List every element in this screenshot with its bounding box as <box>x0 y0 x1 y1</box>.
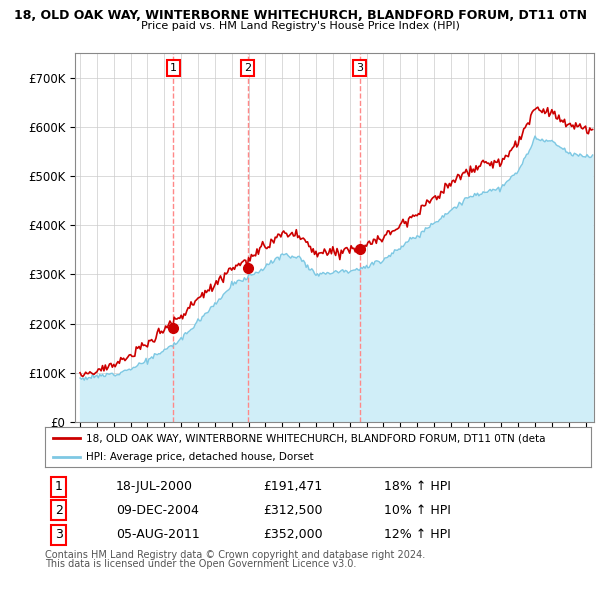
Text: £191,471: £191,471 <box>263 480 323 493</box>
Text: HPI: Average price, detached house, Dorset: HPI: Average price, detached house, Dors… <box>86 453 314 462</box>
Text: 18% ↑ HPI: 18% ↑ HPI <box>383 480 451 493</box>
Text: 18, OLD OAK WAY, WINTERBORNE WHITECHURCH, BLANDFORD FORUM, DT11 0TN (deta: 18, OLD OAK WAY, WINTERBORNE WHITECHURCH… <box>86 434 545 444</box>
Text: 1: 1 <box>55 480 62 493</box>
Text: 2: 2 <box>55 504 62 517</box>
Text: 12% ↑ HPI: 12% ↑ HPI <box>383 528 450 541</box>
Text: 1: 1 <box>170 63 177 73</box>
Text: 18-JUL-2000: 18-JUL-2000 <box>116 480 193 493</box>
Text: 3: 3 <box>356 63 363 73</box>
Text: 10% ↑ HPI: 10% ↑ HPI <box>383 504 451 517</box>
Text: 3: 3 <box>55 528 62 541</box>
Text: This data is licensed under the Open Government Licence v3.0.: This data is licensed under the Open Gov… <box>45 559 356 569</box>
Text: £352,000: £352,000 <box>263 528 323 541</box>
Text: 2: 2 <box>244 63 251 73</box>
Text: £312,500: £312,500 <box>263 504 323 517</box>
Text: 05-AUG-2011: 05-AUG-2011 <box>116 528 200 541</box>
Text: Price paid vs. HM Land Registry's House Price Index (HPI): Price paid vs. HM Land Registry's House … <box>140 21 460 31</box>
Text: Contains HM Land Registry data © Crown copyright and database right 2024.: Contains HM Land Registry data © Crown c… <box>45 550 425 560</box>
Text: 09-DEC-2004: 09-DEC-2004 <box>116 504 199 517</box>
Text: 18, OLD OAK WAY, WINTERBORNE WHITECHURCH, BLANDFORD FORUM, DT11 0TN: 18, OLD OAK WAY, WINTERBORNE WHITECHURCH… <box>14 9 587 22</box>
